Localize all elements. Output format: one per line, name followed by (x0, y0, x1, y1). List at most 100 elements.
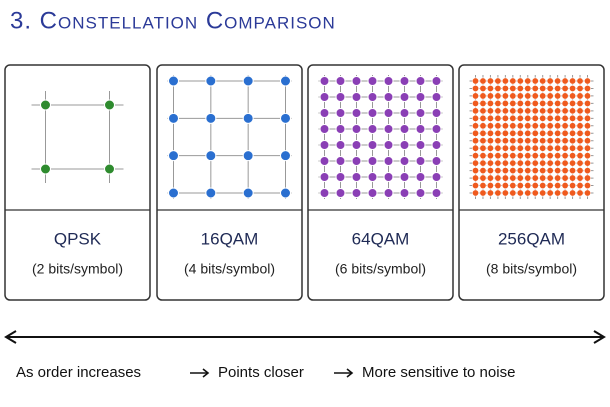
constellation-point (509, 92, 517, 100)
constellation-point (546, 84, 554, 92)
constellation-point (501, 77, 509, 85)
constellation-point (546, 174, 554, 182)
constellation-point (335, 92, 346, 102)
constellation-point (501, 174, 509, 182)
constellation-point (479, 114, 487, 122)
constellation-point (501, 189, 509, 197)
constellation-point (479, 189, 487, 197)
constellation-point (494, 159, 502, 167)
constellation-point (168, 75, 179, 87)
constellation-point (383, 92, 394, 102)
constellation-point (554, 122, 562, 130)
constellation-point (509, 189, 517, 197)
constellation-point (335, 156, 346, 166)
constellation-point (531, 77, 539, 85)
constellation-point (494, 167, 502, 175)
constellation-point (524, 174, 532, 182)
constellation-point (383, 188, 394, 198)
constellation-point (486, 92, 494, 100)
constellation-point (335, 108, 346, 118)
constellation-point (280, 75, 291, 87)
constellation-point (471, 152, 479, 160)
constellation-point (583, 159, 591, 167)
card-name: 16QAM (201, 229, 259, 248)
constellation-point (509, 167, 517, 175)
constellation-point (569, 129, 577, 137)
constellation-point (576, 107, 584, 115)
constellation-point (531, 182, 539, 190)
constellation-point (205, 187, 217, 199)
constellation-point (546, 77, 554, 85)
constellation-point (554, 107, 562, 115)
constellation-point (531, 107, 539, 115)
constellation-point (431, 92, 442, 102)
constellation-point (242, 150, 254, 162)
constellation-point (554, 144, 562, 152)
constellation-point (431, 172, 442, 182)
card-bits: (4 bits/symbol) (184, 261, 275, 277)
card (4, 64, 151, 301)
constellation-point (561, 159, 569, 167)
constellation-point (516, 122, 524, 130)
constellation-point (569, 77, 577, 85)
constellation-point (494, 152, 502, 160)
constellation-point (486, 174, 494, 182)
constellation-point (516, 182, 524, 190)
constellation-point (494, 189, 502, 197)
constellation-point (583, 77, 591, 85)
constellation-point (539, 144, 547, 152)
constellation-point (524, 159, 532, 167)
constellation-point (531, 129, 539, 137)
constellation-point (539, 84, 547, 92)
constellation-point (471, 84, 479, 92)
constellation-point (554, 129, 562, 137)
card-name: 64QAM (352, 229, 410, 248)
constellation-point (471, 114, 479, 122)
constellation-point (351, 108, 362, 118)
constellation-point (319, 156, 330, 166)
constellation-point (479, 137, 487, 145)
constellation-point (531, 92, 539, 100)
constellation-point (569, 174, 577, 182)
constellation-point (501, 182, 509, 190)
constellation-point (569, 92, 577, 100)
constellation-point (516, 77, 524, 85)
constellation-point (576, 137, 584, 145)
constellation-point (494, 182, 502, 190)
constellation-point (280, 150, 291, 162)
constellation-point (554, 182, 562, 190)
constellation-point (501, 99, 509, 107)
constellation-point (367, 92, 378, 102)
constellation-point (516, 189, 524, 197)
constellation-point (569, 152, 577, 160)
constellation-point (569, 114, 577, 122)
constellation-point (516, 137, 524, 145)
constellation-point (546, 122, 554, 130)
constellation-point (561, 189, 569, 197)
constellation-point (516, 144, 524, 152)
constellation-point (546, 129, 554, 137)
constellation-point (546, 182, 554, 190)
constellation-point (509, 182, 517, 190)
constellation-point (583, 84, 591, 92)
constellation-point (399, 188, 410, 198)
constellation-point (539, 92, 547, 100)
constellation-point (516, 167, 524, 175)
constellation-point (554, 137, 562, 145)
constellation-point (509, 122, 517, 130)
constellation-point (471, 107, 479, 115)
constellation-point (367, 140, 378, 150)
constellation-point (501, 144, 509, 152)
double-arrow (4, 330, 606, 344)
constellation-point (546, 167, 554, 175)
constellation-point (479, 167, 487, 175)
constellation-point (319, 188, 330, 198)
constellation-point (531, 99, 539, 107)
constellation-point (351, 172, 362, 182)
card-bits: (2 bits/symbol) (32, 261, 123, 277)
constellation-point (576, 129, 584, 137)
constellation-point (471, 167, 479, 175)
constellation-point (561, 174, 569, 182)
constellation-point (351, 188, 362, 198)
constellation-point (539, 174, 547, 182)
